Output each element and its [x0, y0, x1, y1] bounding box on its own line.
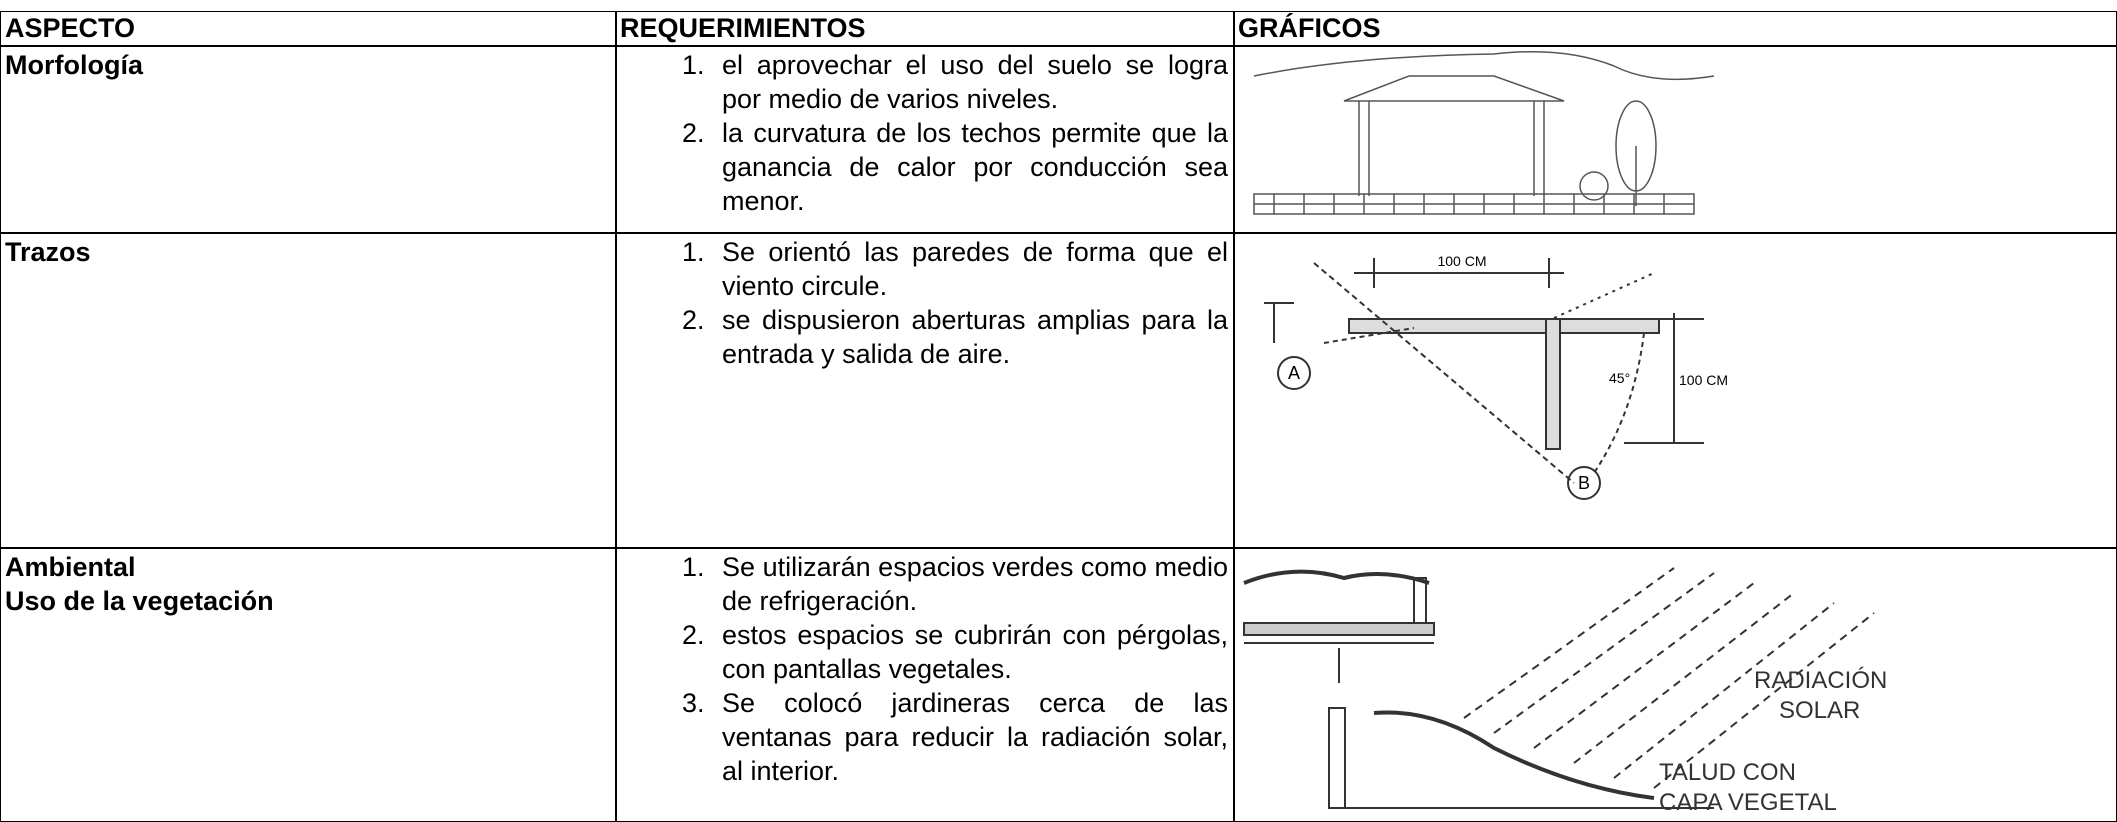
requirements-cell: Se orientó las paredes de forma que el v… — [615, 232, 1235, 549]
aspect-cell: Ambiental Uso de la vegetación — [0, 547, 617, 822]
graphic-label: 100 CM — [1679, 372, 1728, 388]
requirement-item: la curvatura de los techos permite que l… — [712, 116, 1228, 218]
graphic-morphology — [1253, 51, 1715, 215]
graphic-label: TALUD CON — [1659, 759, 1796, 786]
header-cell: ASPECTO — [0, 11, 617, 47]
graphic-cell: RADIACIÓN SOLAR TALUD CON CAPA VEGETAL — [1233, 547, 2117, 822]
aspect-text: Ambiental — [5, 552, 136, 582]
aspect-text: Trazos — [5, 237, 91, 267]
graphic-label: 100 CM — [1437, 253, 1486, 269]
requirements-cell: el aprovechar el uso del suelo se logra … — [615, 45, 1235, 234]
graphic-strokes: 100 CM A B 45° 100 CM — [1264, 253, 1728, 500]
requirements-list: el aprovechar el uso del suelo se logra … — [616, 46, 1234, 218]
header-cell: REQUERIMIENTOS — [615, 11, 1235, 47]
aspect-text: Morfología — [5, 50, 143, 80]
graphic-cell: 100 CM A B 45° 100 CM — [1233, 232, 2117, 549]
requirement-item: Se utilizarán espacios verdes como medio… — [712, 550, 1228, 618]
aspect-text: Uso de la vegetación — [5, 586, 274, 616]
graphic-label: 45° — [1609, 370, 1630, 386]
graphic-vegetation: RADIACIÓN SOLAR TALUD CON CAPA VEGETAL — [1243, 567, 1887, 816]
requirement-item: Se colocó jardineras cerca de las ventan… — [712, 686, 1228, 788]
requirement-item: Se orientó las paredes de forma que el v… — [712, 235, 1228, 303]
requirements-list: Se orientó las paredes de forma que el v… — [616, 233, 1234, 371]
graphic-label: CAPA VEGETAL — [1659, 789, 1837, 816]
graphic-label: RADIACIÓN — [1754, 667, 1887, 694]
graphic-label: A — [1288, 363, 1300, 383]
graphic-label: B — [1578, 473, 1590, 493]
requirement-item: se dispusieron aberturas amplias para la… — [712, 303, 1228, 371]
requirement-item: estos espacios se cubrirán con pérgolas,… — [712, 618, 1228, 686]
requirement-item: el aprovechar el uso del suelo se logra … — [712, 48, 1228, 116]
requirements-cell: Se utilizarán espacios verdes como medio… — [615, 547, 1235, 822]
aspect-cell: Morfología — [0, 45, 617, 234]
graphic-cell — [1233, 45, 2117, 234]
requirements-list: Se utilizarán espacios verdes como medio… — [616, 548, 1234, 788]
header-cell: GRÁFICOS — [1233, 11, 2117, 47]
aspect-cell: Trazos — [0, 232, 617, 549]
graphic-label: SOLAR — [1779, 697, 1860, 724]
